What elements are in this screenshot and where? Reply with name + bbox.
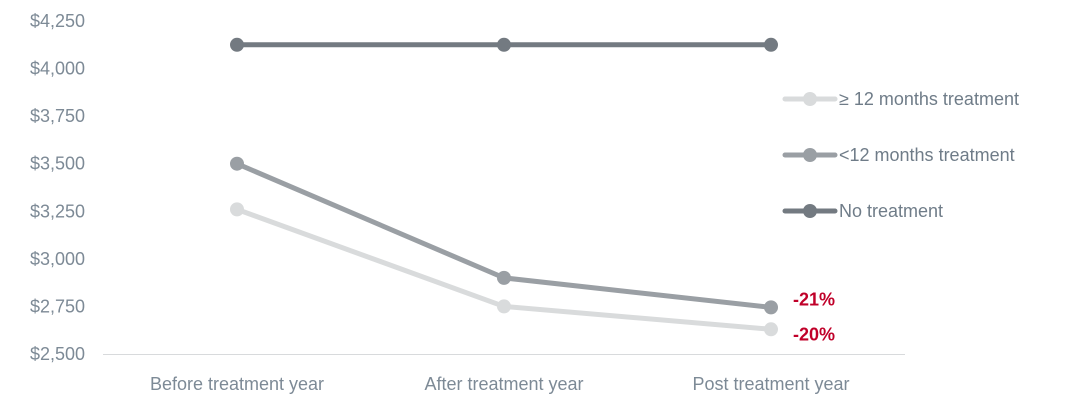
data-point — [497, 37, 511, 52]
data-point — [497, 299, 511, 314]
legend-item: ≥ 12 months treatment — [782, 89, 1019, 109]
legend: ≥ 12 months treatment <12 months treatmen… — [782, 89, 1019, 221]
y-tick-label: $3,000 — [30, 249, 85, 269]
y-tick-label: $2,500 — [30, 344, 85, 364]
legend-item: <12 months treatment — [782, 145, 1015, 165]
series-2 — [230, 37, 778, 52]
y-tick-label: $4,000 — [30, 59, 85, 79]
annotations: -21% -20% — [793, 289, 835, 344]
series-layer — [230, 37, 778, 337]
x-tick-label: Post treatment year — [692, 374, 849, 394]
legend-swatch-marker — [803, 148, 817, 162]
data-point — [764, 37, 778, 52]
series-1 — [230, 156, 778, 315]
y-tick-label: $3,500 — [30, 154, 85, 174]
percent-change-label: -20% — [793, 324, 835, 344]
y-tick-label: $4,250 — [30, 11, 85, 31]
y-tick-label: $3,750 — [30, 106, 85, 126]
data-point — [230, 156, 244, 171]
x-tick-label: Before treatment year — [150, 374, 324, 394]
axes-layer: $2,500 $2,750 $3,000 $3,250 $3,500 $3,750 $4,0… — [30, 11, 905, 394]
y-tick-label: $3,250 — [30, 201, 85, 221]
data-point — [764, 300, 778, 315]
x-tick-label: After treatment year — [424, 374, 583, 394]
y-tick-label: $2,750 — [30, 296, 85, 316]
data-point — [497, 270, 511, 285]
series-0 — [230, 202, 778, 337]
percent-change-label: -21% — [793, 289, 835, 309]
data-point — [230, 37, 244, 52]
legend-label: <12 months treatment — [839, 145, 1015, 165]
data-point — [230, 202, 244, 217]
series-line — [234, 161, 774, 310]
legend-item: No treatment — [782, 201, 943, 221]
legend-swatch-marker — [803, 204, 817, 218]
legend-label: No treatment — [839, 201, 943, 221]
data-point — [764, 322, 778, 337]
legend-swatch-marker — [803, 92, 817, 106]
legend-label: ≥ 12 months treatment — [839, 89, 1019, 109]
